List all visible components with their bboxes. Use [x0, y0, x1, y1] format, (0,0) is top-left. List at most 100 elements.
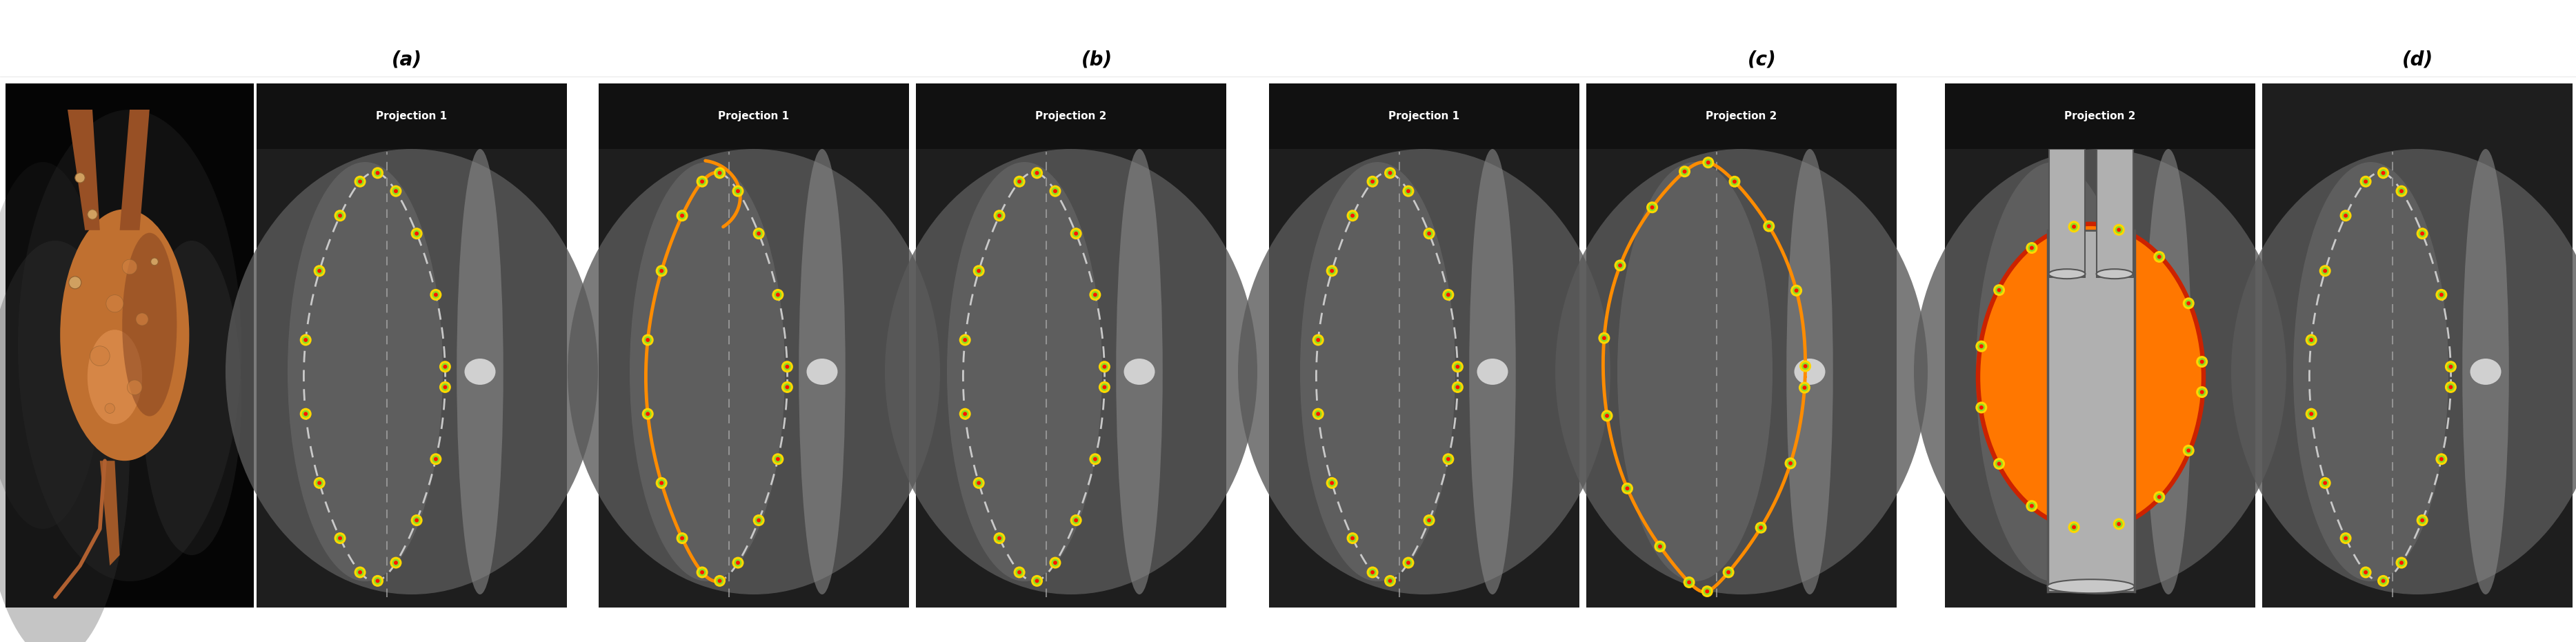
Circle shape [415, 232, 420, 236]
Circle shape [1803, 364, 1808, 369]
Circle shape [2450, 385, 2452, 389]
Circle shape [1801, 362, 1808, 370]
Circle shape [410, 228, 422, 239]
Circle shape [2398, 189, 2403, 193]
Circle shape [358, 180, 363, 184]
Circle shape [2154, 491, 2166, 503]
Circle shape [1618, 263, 1623, 268]
Circle shape [2117, 522, 2120, 526]
Bar [2048, 230, 2136, 592]
Circle shape [152, 258, 157, 265]
Circle shape [1602, 410, 1613, 422]
Circle shape [773, 453, 783, 465]
Bar [917, 83, 1226, 149]
Circle shape [1723, 566, 1734, 578]
Circle shape [2447, 363, 2455, 370]
Circle shape [2396, 186, 2409, 197]
Circle shape [2200, 360, 2205, 364]
Ellipse shape [88, 330, 142, 424]
Circle shape [2115, 520, 2123, 528]
Circle shape [392, 559, 399, 566]
Bar [1587, 83, 1896, 607]
Circle shape [1994, 284, 2004, 296]
Circle shape [2445, 381, 2458, 393]
Circle shape [1427, 232, 1432, 236]
Circle shape [2378, 167, 2388, 179]
Circle shape [961, 410, 969, 418]
Circle shape [317, 481, 322, 485]
Circle shape [1978, 344, 1984, 349]
Circle shape [1386, 169, 1394, 177]
Circle shape [1700, 586, 1713, 597]
Circle shape [701, 570, 703, 575]
Circle shape [394, 189, 397, 193]
Circle shape [106, 403, 116, 413]
Circle shape [1767, 224, 1770, 229]
Ellipse shape [18, 110, 242, 581]
Circle shape [2308, 338, 2313, 342]
Circle shape [1103, 365, 1108, 369]
Circle shape [1097, 381, 1110, 393]
Circle shape [2184, 447, 2192, 455]
Bar [2048, 149, 2084, 277]
Circle shape [2182, 297, 2195, 309]
Circle shape [775, 293, 781, 297]
Circle shape [2308, 336, 2316, 343]
Circle shape [2398, 560, 2403, 565]
Circle shape [716, 577, 724, 585]
Circle shape [1090, 453, 1100, 465]
Circle shape [2398, 187, 2406, 195]
Circle shape [1425, 517, 1432, 524]
Circle shape [1092, 293, 1097, 297]
Circle shape [2421, 518, 2424, 523]
Circle shape [752, 514, 765, 526]
Ellipse shape [2470, 359, 2501, 385]
Circle shape [1074, 232, 1079, 236]
Circle shape [976, 481, 981, 485]
Circle shape [2071, 225, 2076, 229]
Ellipse shape [289, 162, 443, 581]
Circle shape [2156, 253, 2164, 261]
Circle shape [2450, 365, 2452, 369]
Ellipse shape [0, 162, 106, 529]
Circle shape [1453, 381, 1463, 393]
Circle shape [2030, 504, 2035, 508]
Circle shape [2025, 500, 2038, 512]
Circle shape [732, 186, 744, 197]
Circle shape [2306, 408, 2318, 420]
Circle shape [2027, 502, 2035, 510]
Circle shape [1734, 180, 1736, 184]
Ellipse shape [1788, 149, 1834, 594]
Circle shape [1100, 383, 1108, 391]
Circle shape [647, 412, 649, 416]
Bar [2262, 83, 2573, 607]
Circle shape [1615, 262, 1623, 269]
Ellipse shape [142, 241, 242, 555]
Circle shape [1765, 222, 1772, 230]
Circle shape [1370, 570, 1376, 575]
Circle shape [1976, 340, 1986, 352]
Circle shape [755, 230, 762, 238]
Polygon shape [118, 110, 149, 230]
Circle shape [974, 267, 981, 275]
Circle shape [1033, 169, 1041, 177]
Ellipse shape [806, 359, 837, 385]
Ellipse shape [1556, 149, 1927, 594]
Circle shape [2308, 410, 2316, 418]
Ellipse shape [886, 149, 1257, 594]
Circle shape [2318, 265, 2331, 277]
Circle shape [2156, 255, 2161, 259]
Circle shape [1646, 202, 1659, 213]
Circle shape [963, 412, 966, 416]
Circle shape [1030, 167, 1043, 179]
Circle shape [1703, 587, 1710, 595]
Circle shape [389, 557, 402, 569]
Circle shape [781, 381, 793, 393]
Circle shape [1370, 180, 1376, 184]
Circle shape [2182, 445, 2195, 456]
Circle shape [994, 532, 1005, 544]
Circle shape [1018, 180, 1023, 184]
Circle shape [2069, 521, 2079, 533]
Circle shape [1649, 204, 1656, 211]
Text: (a): (a) [392, 49, 422, 69]
